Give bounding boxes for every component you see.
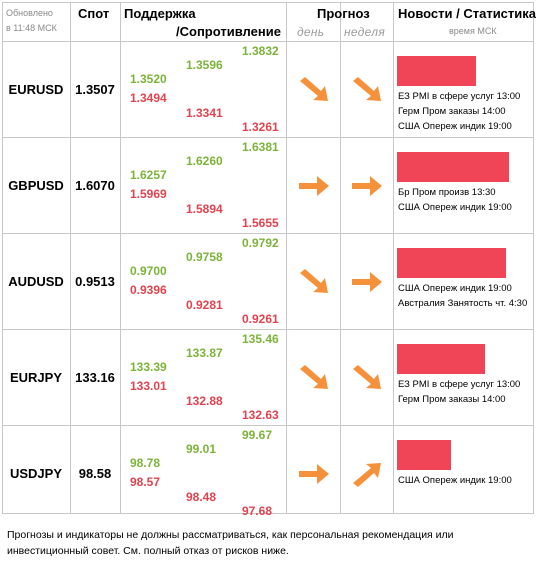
resistance-level-3: 97.68 (242, 504, 273, 518)
news-item: ЕЗ PMI в сфере услуг 13:00 (398, 91, 521, 102)
news-importance-bar (397, 344, 485, 374)
resistance-level-1: 98.57 (130, 475, 161, 489)
news-item: Герм Пром заказы 14:00 (398, 394, 506, 405)
grid-line (2, 233, 534, 234)
grid-line (533, 2, 534, 514)
news-item: США Опереж индик 19:00 (398, 475, 512, 486)
news-item: Бр Пром произв 13:30 (398, 187, 496, 198)
pair-name: USDJPY (9, 466, 63, 481)
support-level-1: 1.6257 (130, 168, 167, 182)
spot-price: 98.58 (78, 466, 112, 481)
news-item: США Опереж индик 19:00 (398, 121, 512, 132)
grid-line (2, 41, 534, 42)
resistance-level-3: 0.9261 (242, 312, 279, 326)
spot-price: 1.6070 (75, 178, 115, 193)
grid-line (2, 137, 534, 138)
arrow-right-icon (297, 173, 331, 199)
arrow-down-right-icon (350, 77, 384, 103)
resistance-level-2: 0.9281 (186, 298, 223, 312)
updated-time: в 11:48 МСК (6, 23, 57, 33)
spot-price: 133.16 (75, 370, 115, 385)
support-level-2: 1.6260 (186, 154, 223, 168)
forecast-header: Прогноз (317, 6, 370, 21)
resistance-level-2: 132.88 (186, 394, 223, 408)
news-item: Герм Пром заказы 14:00 (398, 106, 506, 117)
updated-label: Обновлено (6, 8, 53, 18)
news-item: ЕЗ PMI в сфере услуг 13:00 (398, 379, 521, 390)
grid-line (120, 2, 121, 514)
grid-line (2, 2, 3, 514)
arrow-down-right-icon (350, 365, 384, 391)
resistance-level-2: 1.3341 (186, 106, 223, 120)
support-level-1: 1.3520 (130, 72, 167, 86)
resistance-level-2: 98.48 (186, 490, 217, 504)
news-item: Австралия Занятость чт. 4:30 (398, 298, 528, 309)
grid-line (2, 329, 534, 330)
support-level-2: 99.01 (186, 442, 217, 456)
pair-name: EURUSD (8, 82, 64, 97)
resistance-level-3: 1.5655 (242, 216, 279, 230)
support-level-3: 1.6381 (242, 140, 279, 154)
resistance-header: /Сопротивление (176, 24, 281, 39)
pair-name: GBPUSD (8, 178, 64, 193)
forecast-week-header: неделя (344, 25, 386, 39)
resistance-level-1: 1.3494 (130, 91, 167, 105)
support-header: Поддержка (124, 6, 196, 21)
resistance-level-2: 1.5894 (186, 202, 223, 216)
support-level-3: 0.9792 (242, 236, 279, 250)
news-item: США Опереж индик 19:00 (398, 202, 512, 213)
arrow-right-icon (350, 269, 384, 295)
news-time-header: время МСК (449, 26, 497, 36)
pair-name: AUDUSD (8, 274, 64, 289)
grid-line (286, 2, 287, 514)
news-item: США Опереж индик 19:00 (398, 283, 512, 294)
support-level-1: 98.78 (130, 456, 161, 470)
forecast-day-header: день (297, 25, 325, 39)
arrow-down-right-icon (297, 365, 331, 391)
disclaimer: Прогнозы и индикаторы не должны рассматр… (7, 529, 454, 557)
arrow-down-right-icon (297, 269, 331, 295)
arrow-down-right-icon (297, 77, 331, 103)
grid-line (340, 2, 341, 514)
arrow-up-right-icon (350, 461, 384, 487)
news-importance-bar (397, 440, 451, 470)
support-level-2: 0.9758 (186, 250, 223, 264)
spot-price: 0.9513 (75, 274, 115, 289)
pair-name: EURJPY (9, 370, 63, 385)
spot-price: 1.3507 (75, 82, 115, 97)
support-level-1: 0.9700 (130, 264, 167, 278)
support-level-3: 99.67 (242, 428, 273, 442)
support-level-3: 1.3832 (242, 44, 279, 58)
news-importance-bar (397, 152, 509, 182)
grid-line (393, 2, 394, 514)
news-importance-bar (397, 56, 476, 86)
news-header: Новости / Статистика (398, 6, 536, 21)
support-level-2: 1.3596 (186, 58, 223, 72)
grid-line (70, 2, 71, 514)
resistance-level-1: 0.9396 (130, 283, 167, 297)
arrow-right-icon (297, 461, 331, 487)
grid-line (2, 2, 534, 3)
resistance-level-3: 1.3261 (242, 120, 279, 134)
spot-header: Спот (78, 6, 110, 21)
grid-line (2, 425, 534, 426)
resistance-level-1: 1.5969 (130, 187, 167, 201)
resistance-level-1: 133.01 (130, 379, 167, 393)
news-importance-bar (397, 248, 506, 278)
support-level-2: 133.87 (186, 346, 223, 360)
grid-line (2, 513, 534, 514)
support-level-1: 133.39 (130, 360, 167, 374)
resistance-level-3: 132.63 (242, 408, 279, 422)
support-level-3: 135.46 (242, 332, 279, 346)
arrow-right-icon (350, 173, 384, 199)
